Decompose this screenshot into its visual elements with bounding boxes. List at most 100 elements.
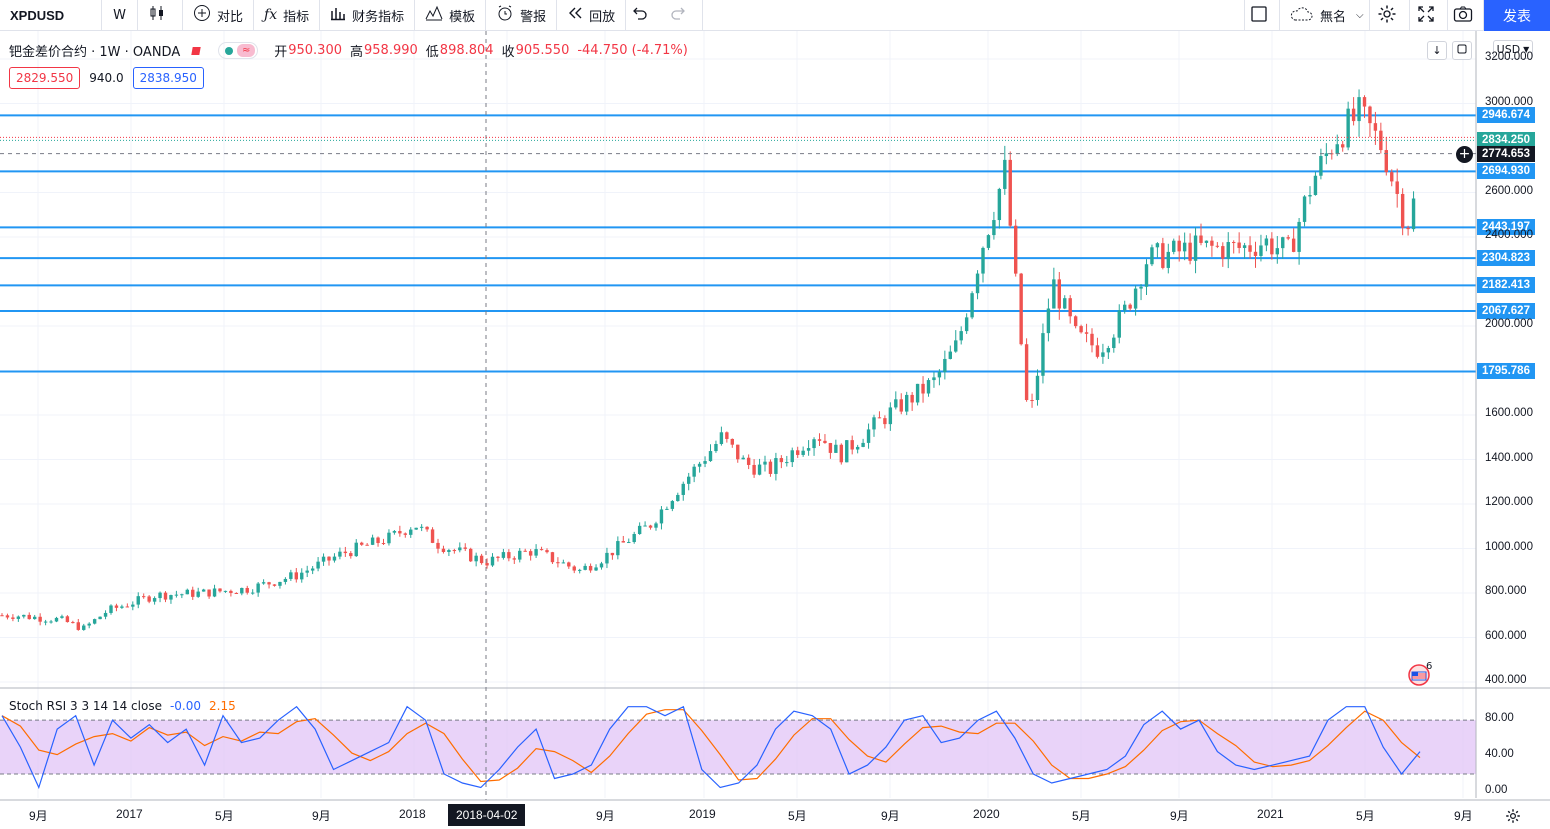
candle-body (730, 438, 734, 445)
candle-body (1101, 352, 1105, 357)
candle-body (1335, 144, 1339, 154)
candle-body (1188, 242, 1192, 261)
timezone-gear-icon[interactable] (1505, 808, 1521, 828)
price-tick-label: 1200.000 (1485, 496, 1533, 508)
alert-button[interactable]: 警报 (486, 0, 558, 31)
candle-body (1275, 248, 1279, 255)
candle-body (512, 558, 516, 560)
time-tick-label: 2019 (689, 807, 716, 821)
layout-name-button[interactable]: 無名 ⌵ (1280, 0, 1370, 31)
time-tick-label: 2021 (1257, 807, 1284, 821)
buy-price-button[interactable]: 2838.950 (132, 67, 204, 89)
candle-body (1014, 225, 1018, 274)
candle-body (1177, 240, 1181, 252)
candle-body (692, 466, 696, 477)
arrow-down-icon: ↓ (1432, 44, 1442, 57)
candle-body (54, 617, 59, 622)
currency-label: USD (1496, 43, 1521, 56)
fullscreen-button[interactable] (1410, 0, 1448, 31)
events-flag-icon[interactable]: 6 (1407, 661, 1435, 693)
candle-body (1019, 273, 1023, 345)
candle-body (1035, 375, 1040, 401)
high-label: 高 (350, 45, 364, 60)
templates-icon (425, 5, 449, 25)
candle-body (11, 617, 15, 619)
candle-body (964, 317, 969, 332)
financials-button[interactable]: 财务指标 (320, 0, 416, 31)
candle-body (550, 552, 555, 563)
candle-body (1030, 400, 1034, 402)
time-tick-label: 9月 (596, 809, 615, 823)
compare-label: 对比 (217, 9, 244, 25)
templates-button[interactable]: 模板 (415, 0, 487, 31)
candle-body (147, 596, 151, 602)
price-tick-label: 800.000 (1485, 585, 1527, 597)
candle-body (757, 464, 762, 475)
currency-selector[interactable]: USD ▼ (1493, 40, 1533, 59)
candle-body (38, 616, 42, 622)
time-tick-label: 9月 (881, 809, 900, 823)
candle-body (1057, 279, 1061, 309)
candle-body (441, 548, 446, 552)
candle-body (1373, 123, 1378, 131)
financials-icon (330, 5, 352, 25)
indicators-button[interactable]: ƒx 指标 (254, 0, 321, 31)
compare-button[interactable]: 对比 (183, 0, 255, 31)
price-chart[interactable] (0, 31, 1550, 829)
candle-body (676, 494, 680, 502)
add-alert-plus-icon[interactable]: + (1456, 145, 1473, 163)
candle-body (1237, 242, 1241, 248)
candle-body (1112, 337, 1116, 349)
candle-body (349, 553, 353, 557)
price-tick-label: 3000.000 (1485, 95, 1533, 108)
toolbar-right: 無名 ⌵ 发表 (1244, 0, 1550, 31)
candle-body (409, 529, 413, 535)
candle-body (65, 616, 70, 623)
candle-body (1008, 159, 1012, 226)
level-price-tag: 2182.413 (1477, 277, 1535, 294)
candle-body (556, 562, 560, 564)
candle-body (321, 556, 326, 562)
close-label: 收 (501, 45, 515, 60)
sell-price-button[interactable]: 2829.550 (9, 67, 81, 89)
maximize-icon (1457, 44, 1467, 57)
crosshair-date-label: 2018-04-02 (448, 804, 526, 826)
symbol-search-button[interactable]: XPDUSD (0, 0, 102, 31)
settings-button[interactable] (1370, 0, 1410, 31)
snapshot-button[interactable] (1448, 0, 1484, 31)
price-tick-label: 2400.000 (1485, 229, 1533, 241)
candle-body (659, 509, 664, 524)
candle-body (98, 616, 102, 620)
interval-button[interactable]: W (102, 0, 138, 31)
indicator-legend[interactable]: Stoch RSI 3 3 14 14 close -0.00 2.15 (9, 699, 236, 713)
candle-body (294, 572, 298, 580)
candle-body (654, 523, 658, 528)
alert-label: 警报 (520, 9, 547, 25)
candle-body (834, 444, 838, 453)
flag-icon[interactable] (191, 46, 201, 55)
low-label: 低 (425, 45, 439, 60)
candle-body (785, 462, 789, 464)
publish-button[interactable]: 发表 (1484, 0, 1550, 31)
candle-body (332, 556, 337, 561)
candle-body (136, 596, 140, 605)
candle-body (403, 533, 407, 535)
maximize-pane-button[interactable] (1452, 41, 1472, 60)
candle-body (436, 542, 440, 549)
layout-button[interactable] (1244, 0, 1280, 31)
undo-button[interactable] (626, 0, 660, 31)
candle-body (310, 568, 315, 571)
replay-button[interactable]: 回放 (557, 0, 627, 31)
chart-type-button[interactable] (138, 0, 183, 31)
redo-button[interactable] (660, 0, 704, 31)
candle-body (823, 440, 827, 444)
candle-body (594, 567, 598, 571)
collapse-pane-button[interactable]: ↓ (1427, 41, 1447, 60)
candle-body (142, 596, 146, 598)
price-tick-label: 600.000 (1485, 629, 1527, 642)
market-status-pill[interactable]: ≈ (218, 42, 259, 59)
candle-body (419, 526, 424, 528)
candle-body (1052, 279, 1056, 309)
candle-body (1302, 196, 1307, 222)
candle-body (599, 563, 604, 568)
